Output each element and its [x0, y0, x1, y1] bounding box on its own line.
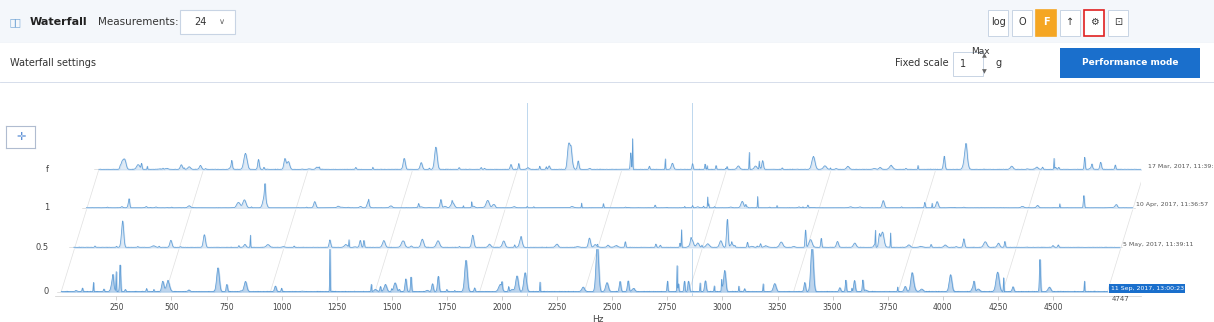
Text: f: f: [46, 165, 49, 174]
Text: 1: 1: [44, 203, 49, 212]
FancyBboxPatch shape: [1060, 10, 1080, 35]
Text: Waterfall: Waterfall: [30, 17, 87, 27]
Text: Max: Max: [971, 47, 989, 56]
Text: F: F: [1043, 17, 1049, 27]
Text: 0.5: 0.5: [36, 243, 49, 252]
FancyBboxPatch shape: [1108, 10, 1128, 35]
Text: Waterfall settings: Waterfall settings: [10, 58, 96, 68]
Text: Measurements:: Measurements:: [98, 17, 178, 27]
Text: 1: 1: [960, 59, 966, 69]
Text: 5 May, 2017, 11:39:11: 5 May, 2017, 11:39:11: [1123, 242, 1193, 247]
Text: O: O: [1019, 17, 1026, 27]
Text: log: log: [991, 17, 1005, 27]
FancyBboxPatch shape: [1060, 48, 1199, 78]
Text: 24: 24: [194, 17, 206, 27]
Text: ▼: ▼: [982, 70, 986, 74]
Text: 10 Apr, 2017, 11:36:57: 10 Apr, 2017, 11:36:57: [1136, 202, 1208, 207]
Text: 0: 0: [44, 287, 49, 296]
Text: g: g: [995, 58, 1002, 68]
Text: ⊡: ⊡: [1114, 17, 1122, 27]
FancyBboxPatch shape: [180, 10, 236, 33]
Text: ↑: ↑: [1066, 17, 1074, 27]
FancyBboxPatch shape: [1036, 10, 1056, 35]
Text: 17 Mar, 2017, 11:39:10: 17 Mar, 2017, 11:39:10: [1148, 164, 1214, 169]
FancyBboxPatch shape: [1084, 10, 1104, 35]
Text: ✛: ✛: [16, 132, 25, 142]
Text: 4747: 4747: [1112, 296, 1129, 302]
X-axis label: Hz: Hz: [592, 315, 603, 322]
Text: 11 Sep, 2017, 13:00:23: 11 Sep, 2017, 13:00:23: [1111, 286, 1184, 291]
Text: ▲: ▲: [982, 53, 986, 58]
FancyBboxPatch shape: [953, 52, 983, 76]
Text: ∨: ∨: [219, 17, 225, 26]
Text: ⚙: ⚙: [1090, 17, 1099, 27]
Text: Fixed scale: Fixed scale: [895, 58, 948, 68]
FancyBboxPatch shape: [988, 10, 1008, 35]
Text: 〜〜: 〜〜: [10, 17, 22, 27]
FancyBboxPatch shape: [1012, 10, 1032, 35]
Text: Performance mode: Performance mode: [1082, 58, 1179, 67]
